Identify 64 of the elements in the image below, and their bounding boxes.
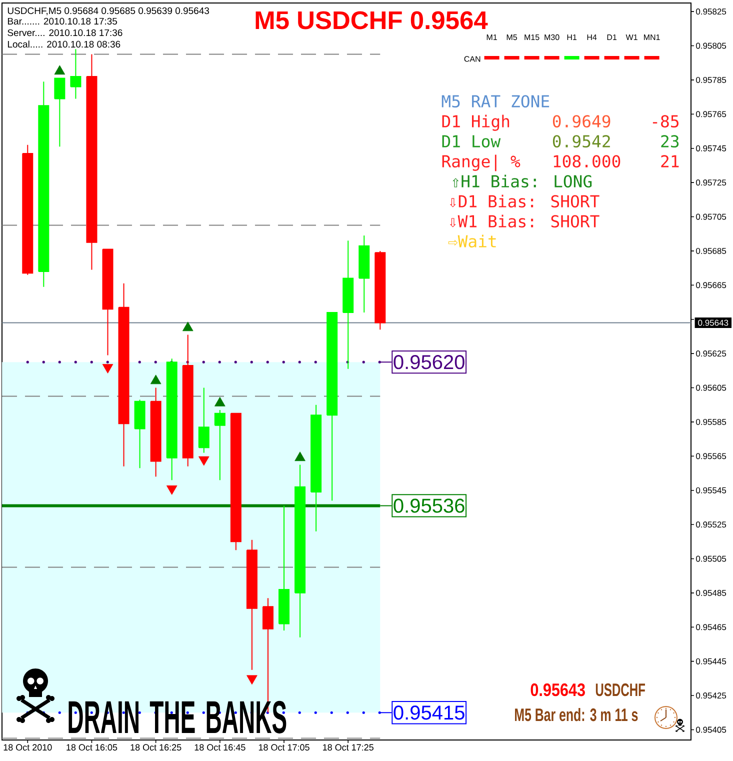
annotation: M15 bbox=[524, 34, 540, 40]
y-tick-label: 0.95665 bbox=[696, 282, 726, 288]
annotation: Server.... 2010.10.18 17:36 bbox=[8, 29, 122, 36]
annotation: H1 bbox=[567, 34, 577, 40]
annotation: ⇧H1 Bias: LONG bbox=[452, 174, 592, 188]
y-tick-label: 0.95685 bbox=[696, 248, 726, 254]
x-tick-label: 18 Oct 16:25 bbox=[130, 744, 182, 751]
chart-title: M5 USDCHF 0.9564 bbox=[256, 11, 488, 30]
ref-line-label: 0.95415 bbox=[394, 706, 464, 720]
annotation: W1 bbox=[626, 34, 638, 40]
y-tick-label: 0.95505 bbox=[696, 556, 726, 562]
annotation: M5 RAT ZONE bbox=[442, 95, 550, 108]
annotation: M30 bbox=[544, 34, 560, 40]
annotation: ⇩W1 Bias: SHORT bbox=[450, 214, 600, 228]
annotation: D1 Low bbox=[442, 135, 501, 148]
annotation: M5 bbox=[506, 34, 518, 40]
annotation: Range| % bbox=[442, 154, 520, 172]
x-tick-label: 18 Oct 16:45 bbox=[194, 744, 246, 751]
annotation: 0.95643 bbox=[530, 683, 585, 696]
x-tick-label: 18 Oct 17:25 bbox=[323, 744, 374, 751]
y-tick-label: 0.95485 bbox=[696, 590, 726, 596]
annotation: 21 bbox=[661, 155, 679, 168]
y-tick-label: 0.95605 bbox=[696, 384, 726, 391]
y-tick-label: 0.95545 bbox=[696, 487, 726, 494]
annotation: USDCHF,M5 0.95684 0.95685 0.95639 0.95643 bbox=[8, 7, 210, 16]
y-tick-label: 0.95705 bbox=[696, 214, 726, 220]
annotation: D1 High bbox=[442, 114, 510, 131]
annotation: ⇩D1 Bias: SHORT bbox=[450, 194, 600, 208]
x-tick-label: 18 Oct 17:05 bbox=[258, 744, 310, 751]
annotation: M5 Bar end: 3 m 11 s bbox=[515, 708, 638, 722]
ref-line-label: 0.95536 bbox=[394, 498, 464, 513]
annotation: M1 bbox=[486, 34, 497, 40]
ref-line-label: 0.95643 bbox=[698, 320, 728, 326]
annotation: CAN bbox=[464, 56, 480, 62]
y-tick-label: 0.95445 bbox=[696, 658, 726, 664]
y-tick-label: 0.95565 bbox=[696, 453, 726, 460]
annotation: 23 bbox=[661, 135, 679, 148]
annotation: DRAIN THE BANKS bbox=[68, 700, 286, 734]
x-tick-label: 18 Oct 2010 bbox=[4, 744, 52, 751]
annotation: D1 bbox=[607, 34, 617, 40]
annotation: H4 bbox=[587, 34, 597, 40]
y-tick-label: 0.95785 bbox=[696, 76, 726, 83]
y-tick-label: 0.95465 bbox=[696, 624, 726, 630]
annotation: Bar....... 2010.10.18 17:35 bbox=[8, 18, 118, 25]
annotation: 108.000 bbox=[554, 155, 620, 168]
annotation: -85 bbox=[652, 115, 678, 128]
y-tick-label: 0.95745 bbox=[696, 145, 726, 152]
ref-line-label: 0.95620 bbox=[394, 355, 464, 370]
y-tick-label: 0.95425 bbox=[696, 692, 726, 699]
annotation: 0.9542 bbox=[552, 135, 610, 148]
annotation: ⇨Wait bbox=[448, 234, 496, 248]
y-tick-label: 0.95805 bbox=[696, 42, 726, 49]
y-tick-label: 0.95625 bbox=[696, 350, 726, 357]
y-tick-label: 0.95405 bbox=[696, 726, 726, 733]
annotation: USDCHF bbox=[596, 683, 645, 696]
y-tick-label: 0.95825 bbox=[696, 8, 726, 15]
y-tick-label: 0.95525 bbox=[696, 522, 726, 528]
annotation: Local..... 2010.10.18 08:36 bbox=[8, 40, 120, 48]
annotation: 0.9649 bbox=[552, 115, 610, 128]
y-tick-label: 0.95725 bbox=[696, 180, 726, 186]
annotation: MN1 bbox=[644, 34, 660, 40]
y-tick-label: 0.95765 bbox=[696, 111, 726, 118]
x-tick-label: 18 Oct 16:05 bbox=[66, 744, 118, 751]
y-tick-label: 0.95585 bbox=[696, 418, 726, 425]
